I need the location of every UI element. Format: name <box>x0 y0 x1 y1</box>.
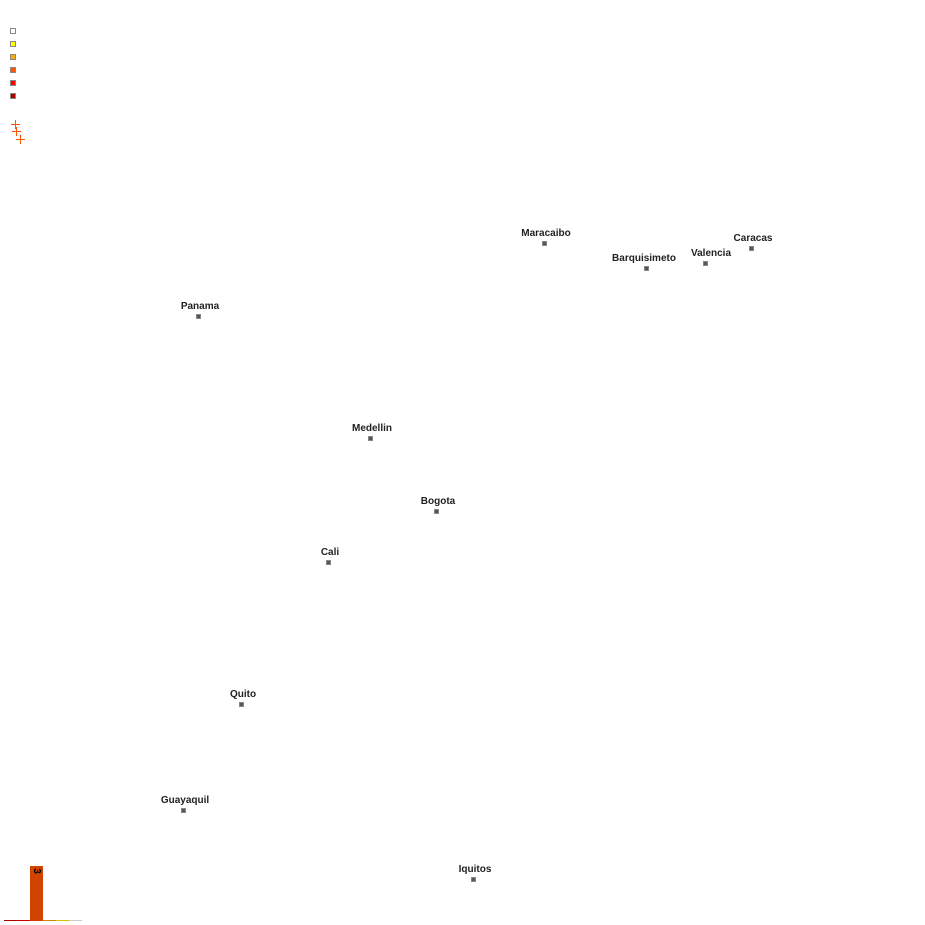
city-label: Barquisimeto <box>612 253 676 264</box>
city-marker <box>196 314 201 319</box>
city-label: Medellin <box>351 423 393 434</box>
city-marker <box>368 436 373 441</box>
legend-swatch <box>10 93 16 99</box>
histogram-bar <box>17 920 30 921</box>
city-label: Quito <box>229 689 257 700</box>
city-label: Caracas <box>733 233 773 244</box>
histogram-bar <box>56 920 69 921</box>
city-label: Bogota <box>420 496 456 507</box>
city-marker <box>181 808 186 813</box>
legend-swatch <box>10 54 16 60</box>
city-label: Guayaquil <box>160 795 210 806</box>
cross-icon <box>16 135 25 144</box>
city-marker <box>239 702 244 707</box>
city-label: Panama <box>180 301 220 312</box>
city-marker <box>703 261 708 266</box>
city-label: Valencia <box>690 248 732 259</box>
city-marker <box>326 560 331 565</box>
city-label: Cali <box>320 547 340 558</box>
city-label: Maracaibo <box>521 228 571 239</box>
city-marker <box>434 509 439 514</box>
legend-swatch <box>10 28 16 34</box>
histogram-bar <box>43 920 56 921</box>
city-marker <box>644 266 649 271</box>
legend-swatch <box>10 41 16 47</box>
cross-icon <box>12 127 21 136</box>
legend-swatch <box>10 80 16 86</box>
city-label: Iquitos <box>458 864 492 875</box>
histogram-peak-label: 3 <box>30 868 42 874</box>
cross-icon <box>11 120 20 129</box>
city-marker <box>542 241 547 246</box>
legend-swatch <box>10 67 16 73</box>
city-marker <box>749 246 754 251</box>
histogram-bar <box>4 920 17 921</box>
histogram-bar <box>69 920 82 921</box>
city-marker <box>471 877 476 882</box>
histogram-bar <box>30 866 43 921</box>
